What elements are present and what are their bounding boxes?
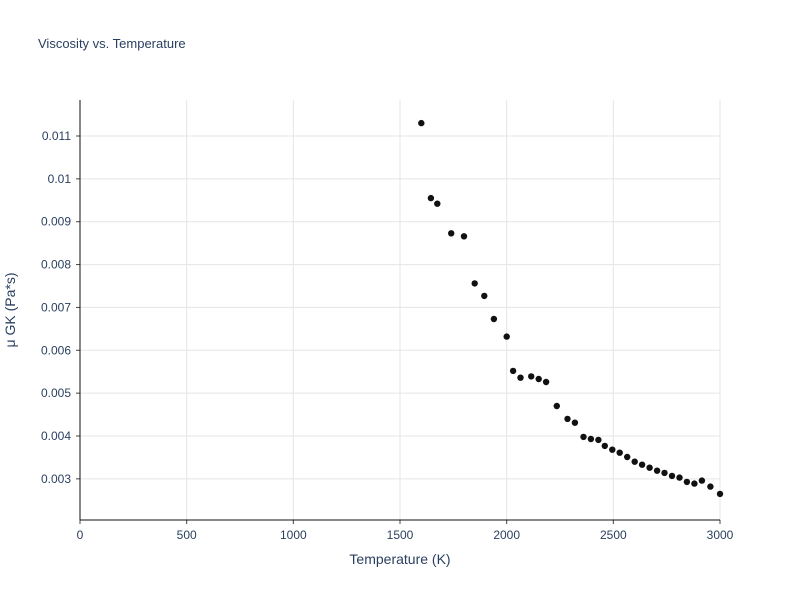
y-tick-label: 0.006 (41, 343, 71, 357)
data-point (503, 333, 510, 340)
data-point (676, 474, 683, 481)
data-point (716, 490, 724, 498)
y-tick-label: 0.007 (41, 300, 71, 314)
data-point (418, 119, 425, 127)
data-point (595, 436, 602, 444)
gridlines (79, 100, 721, 520)
data-point (661, 469, 668, 477)
data-point (542, 378, 550, 386)
y-tick-label: 0.009 (41, 215, 71, 229)
data-point (691, 480, 698, 487)
data-point (448, 230, 455, 237)
y-tick-label: 0.01 (48, 172, 72, 186)
data-point (481, 292, 488, 300)
data-point (517, 374, 524, 381)
x-tick-label: 500 (177, 528, 197, 542)
axes (76, 100, 721, 524)
y-tick-label: 0.005 (41, 386, 71, 400)
data-point (564, 415, 571, 423)
data-point (646, 464, 653, 471)
data-point (471, 280, 478, 287)
x-tick-label: 2000 (493, 528, 520, 542)
x-axis-label: Temperature (K) (349, 551, 450, 567)
data-point (587, 435, 595, 443)
data-point (490, 315, 498, 323)
data-point (509, 367, 517, 375)
data-point (571, 419, 579, 426)
data-point (427, 194, 435, 202)
data-point (616, 449, 623, 456)
x-tick-label: 1000 (280, 528, 307, 542)
data-point (553, 402, 560, 410)
data-point (707, 483, 714, 490)
x-tick-label: 0 (77, 528, 84, 542)
y-tick-label: 0.004 (41, 429, 71, 443)
data-points (418, 119, 724, 498)
data-point (601, 442, 608, 450)
data-point (528, 373, 535, 380)
data-point (653, 467, 661, 474)
data-point (668, 472, 676, 480)
data-point (698, 477, 706, 484)
chart-title: Viscosity vs. Temperature (38, 36, 186, 51)
y-tick-label: 0.003 (41, 472, 71, 486)
y-tick-label: 0.011 (42, 129, 71, 143)
data-point (683, 478, 691, 486)
x-tick-label: 1500 (387, 528, 414, 542)
data-point (535, 375, 542, 383)
data-point (460, 233, 468, 240)
data-point (638, 461, 646, 468)
tick-labels: 0 500 1000 1500 2000 2500 3000 0.003 0.004 0.005 0… (41, 129, 734, 542)
data-point (624, 453, 631, 461)
data-point (609, 446, 616, 453)
data-point (434, 200, 441, 207)
y-axis-label: μ GK (Pa*s) (2, 273, 18, 348)
data-point (580, 433, 587, 441)
x-tick-label: 2500 (600, 528, 627, 542)
y-tick-label: 0.008 (41, 258, 71, 272)
x-tick-label: 3000 (707, 528, 734, 542)
data-point (631, 458, 638, 465)
